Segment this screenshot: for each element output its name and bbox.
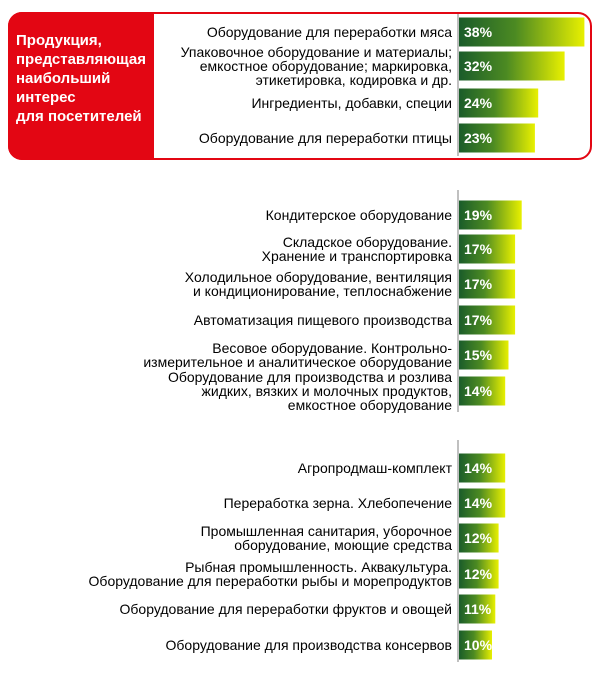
category-label: Оборудование для переработки птицы — [199, 130, 452, 146]
bar — [459, 200, 522, 230]
category-label: Складское оборудование. Хранение и трансп… — [262, 234, 453, 264]
bar — [459, 234, 516, 264]
category-label: Промышленная санитария, уборочное оборудо… — [201, 523, 453, 553]
data-label: 14% — [464, 383, 493, 399]
category-label: Переработка зерна. Хлебопечение — [224, 495, 453, 511]
data-label: 17% — [464, 276, 493, 292]
category-label: Оборудование для производства консервов — [166, 637, 452, 653]
data-label: 12% — [464, 530, 493, 546]
bar — [459, 17, 585, 47]
bar — [459, 488, 506, 518]
bar — [459, 453, 506, 483]
category-label: Оборудование для переработки мяса — [207, 24, 452, 40]
bar — [459, 51, 565, 81]
bar — [459, 523, 499, 553]
callout-tab — [8, 12, 154, 160]
data-label: 32% — [464, 58, 493, 74]
bar — [459, 376, 506, 406]
category-label: Холодильное оборудование, вентиляция и ко… — [185, 269, 452, 299]
bar — [459, 305, 516, 335]
data-label: 23% — [464, 130, 493, 146]
data-label: 19% — [464, 207, 493, 223]
data-label: 12% — [464, 566, 493, 582]
bar — [459, 123, 535, 153]
category-label: Весовое оборудование. Контрольно-измерит… — [143, 340, 452, 370]
category-label: Ингредиенты, добавки, специи — [251, 95, 452, 111]
bar — [459, 630, 492, 660]
category-label: Автоматизация пищевого производства — [194, 312, 452, 328]
bar — [459, 340, 509, 370]
category-label: Оборудование для производства и розлива ж… — [168, 369, 452, 413]
category-label: Рыбная промышленность. Аквакультура. Обор… — [89, 559, 452, 589]
data-label: 15% — [464, 347, 493, 363]
data-label: 24% — [464, 95, 493, 111]
category-label: Упаковочное оборудование и материалы; емк… — [181, 44, 452, 88]
data-label: 38% — [464, 24, 493, 40]
category-label: Оборудование для переработки фруктов и о… — [120, 601, 453, 617]
bar — [459, 88, 539, 118]
bar — [459, 594, 496, 624]
data-label: 17% — [464, 241, 493, 257]
callout-title: Продукция, представляющая наибольший инт… — [16, 32, 146, 125]
data-label: 14% — [464, 460, 493, 476]
bar — [459, 559, 499, 589]
data-label: 10% — [464, 637, 493, 653]
data-label: 17% — [464, 312, 493, 328]
bar — [459, 269, 516, 299]
data-label: 14% — [464, 495, 493, 511]
category-label: Агропродмаш-комплект — [298, 460, 453, 476]
data-label: 11% — [464, 601, 492, 617]
category-label: Кондитерское оборудование — [266, 207, 453, 223]
